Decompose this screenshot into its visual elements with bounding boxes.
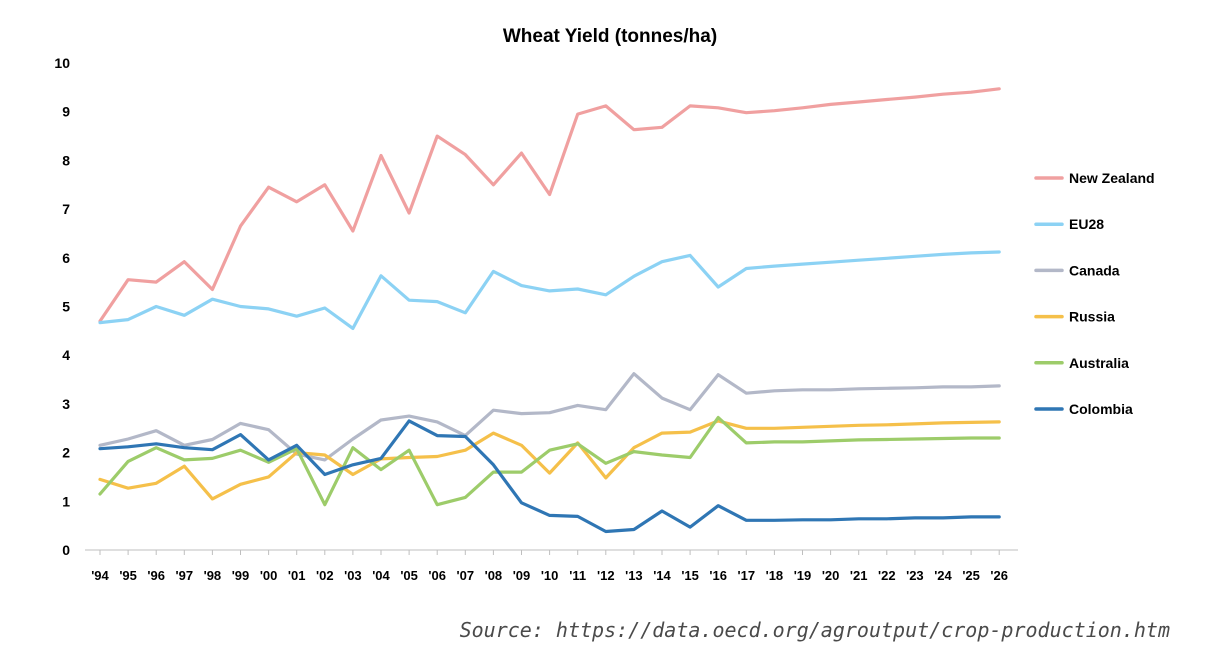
y-tick-label: 6: [62, 250, 70, 266]
x-tick-label: '06: [428, 568, 446, 583]
chart-title: Wheat Yield (tonnes/ha): [503, 26, 717, 47]
x-axis-ticks: '94 '95 '96 '97 '98 '99 '00 '01 '02 '03 '04 '05 '06 '…: [91, 550, 1008, 583]
series-lines: [98, 87, 1001, 534]
x-tick-label: '26: [990, 568, 1008, 583]
legend-label-australia: Australia: [1069, 355, 1129, 371]
y-tick-label: 2: [62, 445, 70, 461]
x-tick-label: '09: [513, 568, 531, 583]
series-line-new-zealand: [98, 87, 1001, 323]
y-tick-label: 8: [62, 152, 70, 168]
x-tick-label: '02: [316, 568, 334, 583]
x-tick-label: '04: [372, 568, 390, 583]
x-tick-label: '25: [962, 568, 980, 583]
legend-label-eu28: EU28: [1069, 216, 1104, 232]
x-tick-label: '01: [288, 568, 306, 583]
x-tick-label: '20: [822, 568, 840, 583]
x-tick-label: '19: [794, 568, 812, 583]
legend-label-new-zealand: New Zealand: [1069, 170, 1155, 186]
y-tick-label: 9: [62, 104, 70, 120]
x-tick-label: '12: [597, 568, 615, 583]
x-tick-label: '23: [906, 568, 924, 583]
x-tick-label: '94: [91, 568, 109, 583]
y-tick-label: 10: [54, 55, 70, 71]
legend-label-canada: Canada: [1069, 262, 1120, 278]
source-note: Source: https://data.oecd.org/agroutput/…: [460, 618, 1170, 642]
legend: New Zealand EU28 Canada Russia Australia Colo…: [1034, 170, 1155, 417]
x-tick-label: '97: [176, 568, 194, 583]
x-tick-label: '96: [147, 568, 165, 583]
x-tick-label: '17: [738, 568, 756, 583]
y-axis-ticks: 0 1 2 3 4 5 6 7 8 9 10: [54, 55, 70, 558]
series-line-australia: [98, 415, 1001, 507]
x-tick-label: '24: [934, 568, 952, 583]
x-tick-label: '99: [232, 568, 250, 583]
x-tick-label: '16: [709, 568, 727, 583]
x-tick-label: '13: [625, 568, 643, 583]
x-tick-label: '18: [766, 568, 784, 583]
y-tick-label: 4: [62, 347, 70, 363]
y-tick-label: 1: [62, 493, 70, 509]
x-tick-label: '98: [204, 568, 222, 583]
y-tick-label: 7: [62, 201, 70, 217]
series-line-canada: [98, 372, 1001, 462]
x-tick-label: '95: [119, 568, 137, 583]
series-line-eu28: [98, 250, 1001, 330]
series-line-russia: [98, 419, 1001, 501]
y-tick-label: 5: [62, 299, 70, 315]
x-tick-label: '11: [569, 568, 586, 583]
legend-label-russia: Russia: [1069, 309, 1115, 325]
y-tick-label: 0: [62, 542, 70, 558]
x-tick-label: '07: [457, 568, 475, 583]
x-tick-label: '10: [541, 568, 559, 583]
x-tick-label: '15: [681, 568, 699, 583]
x-tick-label: '14: [653, 568, 671, 583]
x-tick-label: '08: [485, 568, 503, 583]
x-tick-label: '00: [260, 568, 278, 583]
x-tick-label: '05: [400, 568, 418, 583]
x-tick-label: '03: [344, 568, 362, 583]
series-line-colombia: [98, 419, 1001, 534]
x-tick-label: '22: [878, 568, 896, 583]
x-tick-label: '21: [850, 568, 868, 583]
y-tick-label: 3: [62, 396, 70, 412]
legend-label-colombia: Colombia: [1069, 401, 1133, 417]
